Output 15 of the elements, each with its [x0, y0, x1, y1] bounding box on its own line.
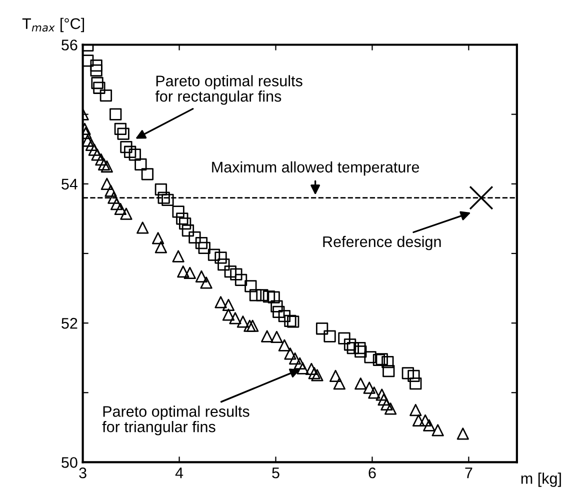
x-tick-label: 5 [272, 468, 280, 478]
y-tick-label: 56 [62, 40, 78, 50]
annotation: Reference design [323, 236, 441, 250]
x-axis-title: m [kg] [521, 472, 561, 487]
y-tick-label: 54 [62, 178, 78, 190]
y-tick-label: 50 [62, 457, 78, 468]
y-axis-title: T$_{max}$ [°C] [22, 18, 84, 32]
x-tick-label: 4 [175, 468, 184, 478]
x-tick-label: 3 [79, 467, 86, 478]
annotation: Pareto optimal results for rectangular fins [155, 75, 302, 105]
y-tick-label: 52 [62, 318, 78, 329]
x-tick-label: 6 [368, 467, 376, 478]
x-tick-label: 7 [465, 468, 472, 478]
annotation: Pareto optimal results for triangular fins [102, 406, 250, 436]
ref-line-label: Maximum allowed temperature [212, 161, 420, 176]
